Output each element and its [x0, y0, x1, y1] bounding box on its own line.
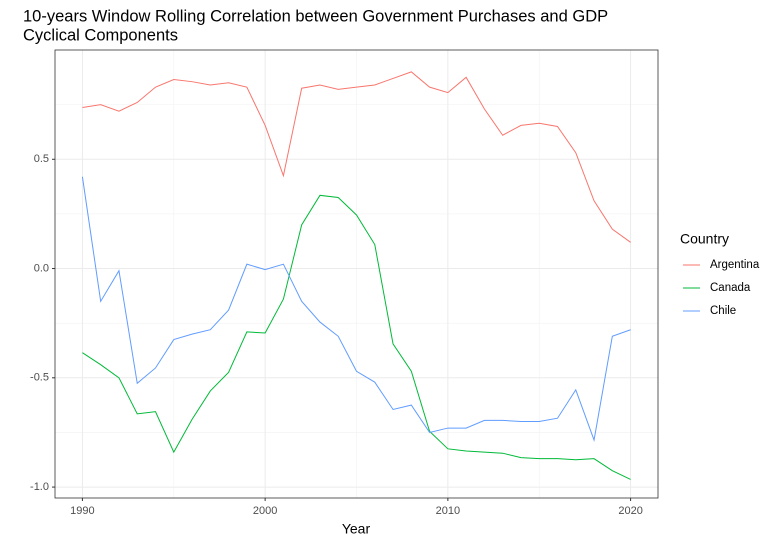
- legend-title: Country: [680, 231, 729, 247]
- x-tick-label: 2010: [436, 505, 460, 517]
- y-tick-label: -0.5: [30, 372, 49, 384]
- y-tick-label: 0.0: [34, 262, 49, 274]
- x-tick-label: 2020: [618, 505, 642, 517]
- legend-label: Canada: [710, 282, 751, 294]
- x-tick-label: 1990: [70, 505, 94, 517]
- chart-title: Cyclical Components: [23, 26, 178, 44]
- chart-title: 10-years Window Rolling Correlation betw…: [23, 7, 608, 25]
- x-tick-label: 2000: [253, 505, 277, 517]
- series-line: [82, 71, 631, 243]
- legend-label: Chile: [710, 305, 736, 317]
- plot-border: [54, 49, 659, 499]
- series-line: [82, 194, 631, 480]
- y-tick-label: -1.0: [30, 481, 49, 493]
- series-line: [81, 176, 631, 443]
- x-axis-label: Year: [342, 521, 371, 537]
- y-tick-label: 0.5: [34, 153, 49, 165]
- legend-label: Argentina: [710, 259, 760, 271]
